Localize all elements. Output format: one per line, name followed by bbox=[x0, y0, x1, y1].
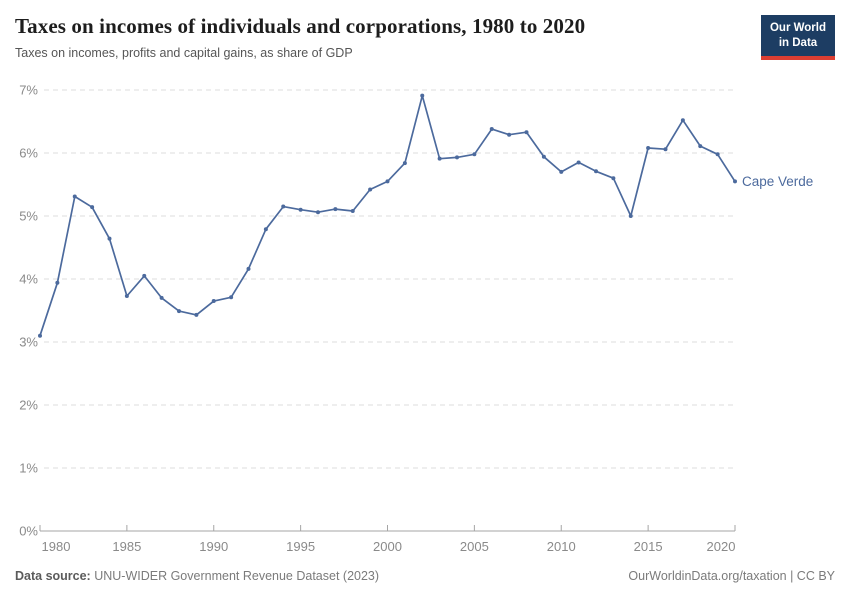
y-axis-labels: 0% 1% 2% 3% 4% 5% 6% 7% bbox=[19, 83, 38, 539]
data-point[interactable] bbox=[715, 152, 720, 157]
entity-label[interactable]: Cape Verde bbox=[742, 174, 813, 189]
page-title: Taxes on incomes of individuals and corp… bbox=[15, 14, 586, 38]
data-point[interactable] bbox=[90, 205, 95, 210]
data-point[interactable] bbox=[72, 194, 77, 199]
data-point[interactable] bbox=[316, 210, 320, 215]
x-tick-label: 2015 bbox=[634, 539, 663, 554]
x-tick-label: 2000 bbox=[373, 539, 402, 554]
data-point[interactable] bbox=[680, 118, 685, 123]
data-point[interactable] bbox=[55, 280, 60, 285]
data-point[interactable] bbox=[298, 207, 303, 212]
y-tick-label: 5% bbox=[19, 209, 38, 224]
data-point[interactable] bbox=[524, 130, 529, 135]
data-point[interactable] bbox=[124, 294, 129, 299]
data-point[interactable] bbox=[628, 214, 633, 218]
data-point[interactable] bbox=[472, 152, 477, 157]
data-point[interactable] bbox=[594, 169, 598, 174]
data-point[interactable] bbox=[507, 132, 512, 137]
data-point[interactable] bbox=[559, 169, 564, 174]
data-point[interactable] bbox=[402, 161, 407, 166]
data-point[interactable] bbox=[142, 273, 147, 278]
x-tick-label: 2020 bbox=[707, 539, 736, 554]
owid-logo-line1: Our World bbox=[769, 22, 826, 34]
data-point[interactable] bbox=[385, 179, 390, 184]
y-tick-label: 0% bbox=[19, 524, 38, 539]
data-point[interactable] bbox=[420, 93, 425, 98]
gridlines bbox=[44, 89, 737, 469]
data-point[interactable] bbox=[350, 208, 355, 213]
x-tick-label: 1985 bbox=[112, 539, 141, 554]
data-point[interactable] bbox=[455, 155, 459, 160]
data-point[interactable] bbox=[437, 156, 442, 161]
data-series[interactable]: Cape Verde bbox=[38, 93, 813, 338]
data-point[interactable] bbox=[211, 299, 216, 304]
credit-link[interactable]: OurWorldinData.org/taxation | CC BY bbox=[628, 569, 835, 583]
y-tick-label: 6% bbox=[19, 146, 38, 161]
data-point[interactable] bbox=[489, 127, 494, 132]
x-tick-label: 1990 bbox=[199, 539, 228, 554]
owid-logo-line2: in Data bbox=[778, 36, 818, 49]
data-point[interactable] bbox=[663, 147, 668, 152]
data-point[interactable] bbox=[263, 227, 268, 232]
data-point[interactable] bbox=[177, 309, 181, 314]
data-source: Data source: UNU-WIDER Government Revenu… bbox=[15, 569, 379, 583]
data-point[interactable] bbox=[194, 312, 199, 317]
data-source-label: Data source: bbox=[15, 569, 91, 583]
chart-footer: Data source: UNU-WIDER Government Revenu… bbox=[15, 569, 835, 583]
y-tick-label: 3% bbox=[19, 335, 38, 350]
y-tick-label: 1% bbox=[19, 461, 38, 476]
y-tick-label: 2% bbox=[19, 398, 38, 413]
chart-subtitle: Taxes on incomes, profits and capital ga… bbox=[15, 46, 353, 61]
data-point[interactable] bbox=[333, 207, 338, 212]
chart-header: Taxes on incomes of individuals and corp… bbox=[15, 14, 835, 60]
x-axis: 1980 1985 1990 1995 2000 2005 2010 2015 2020 bbox=[39, 525, 736, 554]
x-tick-label: 1980 bbox=[42, 539, 71, 554]
data-point[interactable] bbox=[368, 187, 373, 192]
y-tick-label: 7% bbox=[19, 83, 38, 98]
data-point[interactable] bbox=[576, 160, 581, 165]
data-point[interactable] bbox=[541, 154, 546, 159]
data-point[interactable] bbox=[107, 236, 112, 241]
x-tick-label: 2005 bbox=[460, 539, 489, 554]
data-point[interactable] bbox=[646, 145, 651, 150]
x-tick-label: 2010 bbox=[547, 539, 576, 554]
data-point[interactable] bbox=[733, 179, 737, 184]
data-point[interactable] bbox=[229, 295, 234, 300]
y-tick-label: 4% bbox=[19, 272, 38, 287]
data-point[interactable] bbox=[38, 333, 42, 338]
owid-logo[interactable]: Our World in Data bbox=[761, 15, 835, 60]
data-point[interactable] bbox=[246, 266, 251, 271]
data-point[interactable] bbox=[281, 204, 286, 209]
data-point[interactable] bbox=[159, 295, 164, 300]
data-source-text: UNU-WIDER Government Revenue Dataset (20… bbox=[90, 569, 380, 583]
x-tick-label: 1995 bbox=[286, 539, 315, 554]
data-point[interactable] bbox=[698, 144, 703, 149]
data-point[interactable] bbox=[611, 176, 616, 181]
